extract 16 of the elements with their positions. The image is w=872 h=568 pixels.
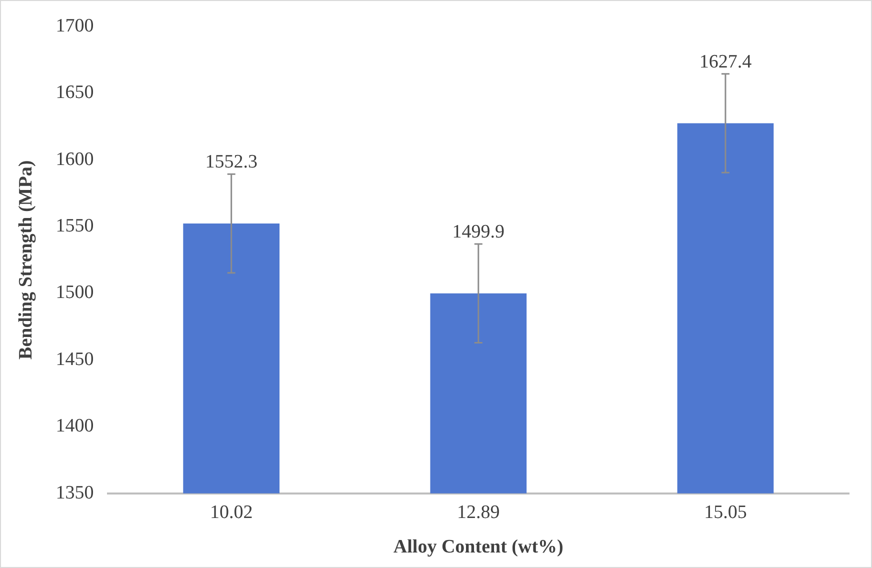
y-tick-label: 1600: [56, 148, 94, 170]
data-label: 1552.3: [205, 152, 258, 173]
y-tick-label: 1400: [56, 416, 94, 437]
y-tick-label: 1550: [56, 216, 94, 237]
y-tick-label: 1350: [56, 482, 94, 504]
y-tick-label: 1450: [56, 348, 94, 370]
x-tick-label: 10.02: [210, 502, 253, 523]
x-tick-label: 12.89: [457, 502, 500, 523]
y-tick-label: 1700: [56, 15, 94, 36]
y-tick-label: 1500: [56, 282, 94, 304]
data-label: 1627.4: [699, 51, 752, 72]
y-tick-label: 1650: [56, 82, 94, 104]
x-tick-label: 15.05: [704, 502, 747, 523]
data-label: 1499.9: [452, 222, 505, 243]
y-axis-title: Bending Strength (MPa): [15, 160, 36, 360]
x-axis-title: Alloy Content (wt%): [393, 536, 564, 558]
